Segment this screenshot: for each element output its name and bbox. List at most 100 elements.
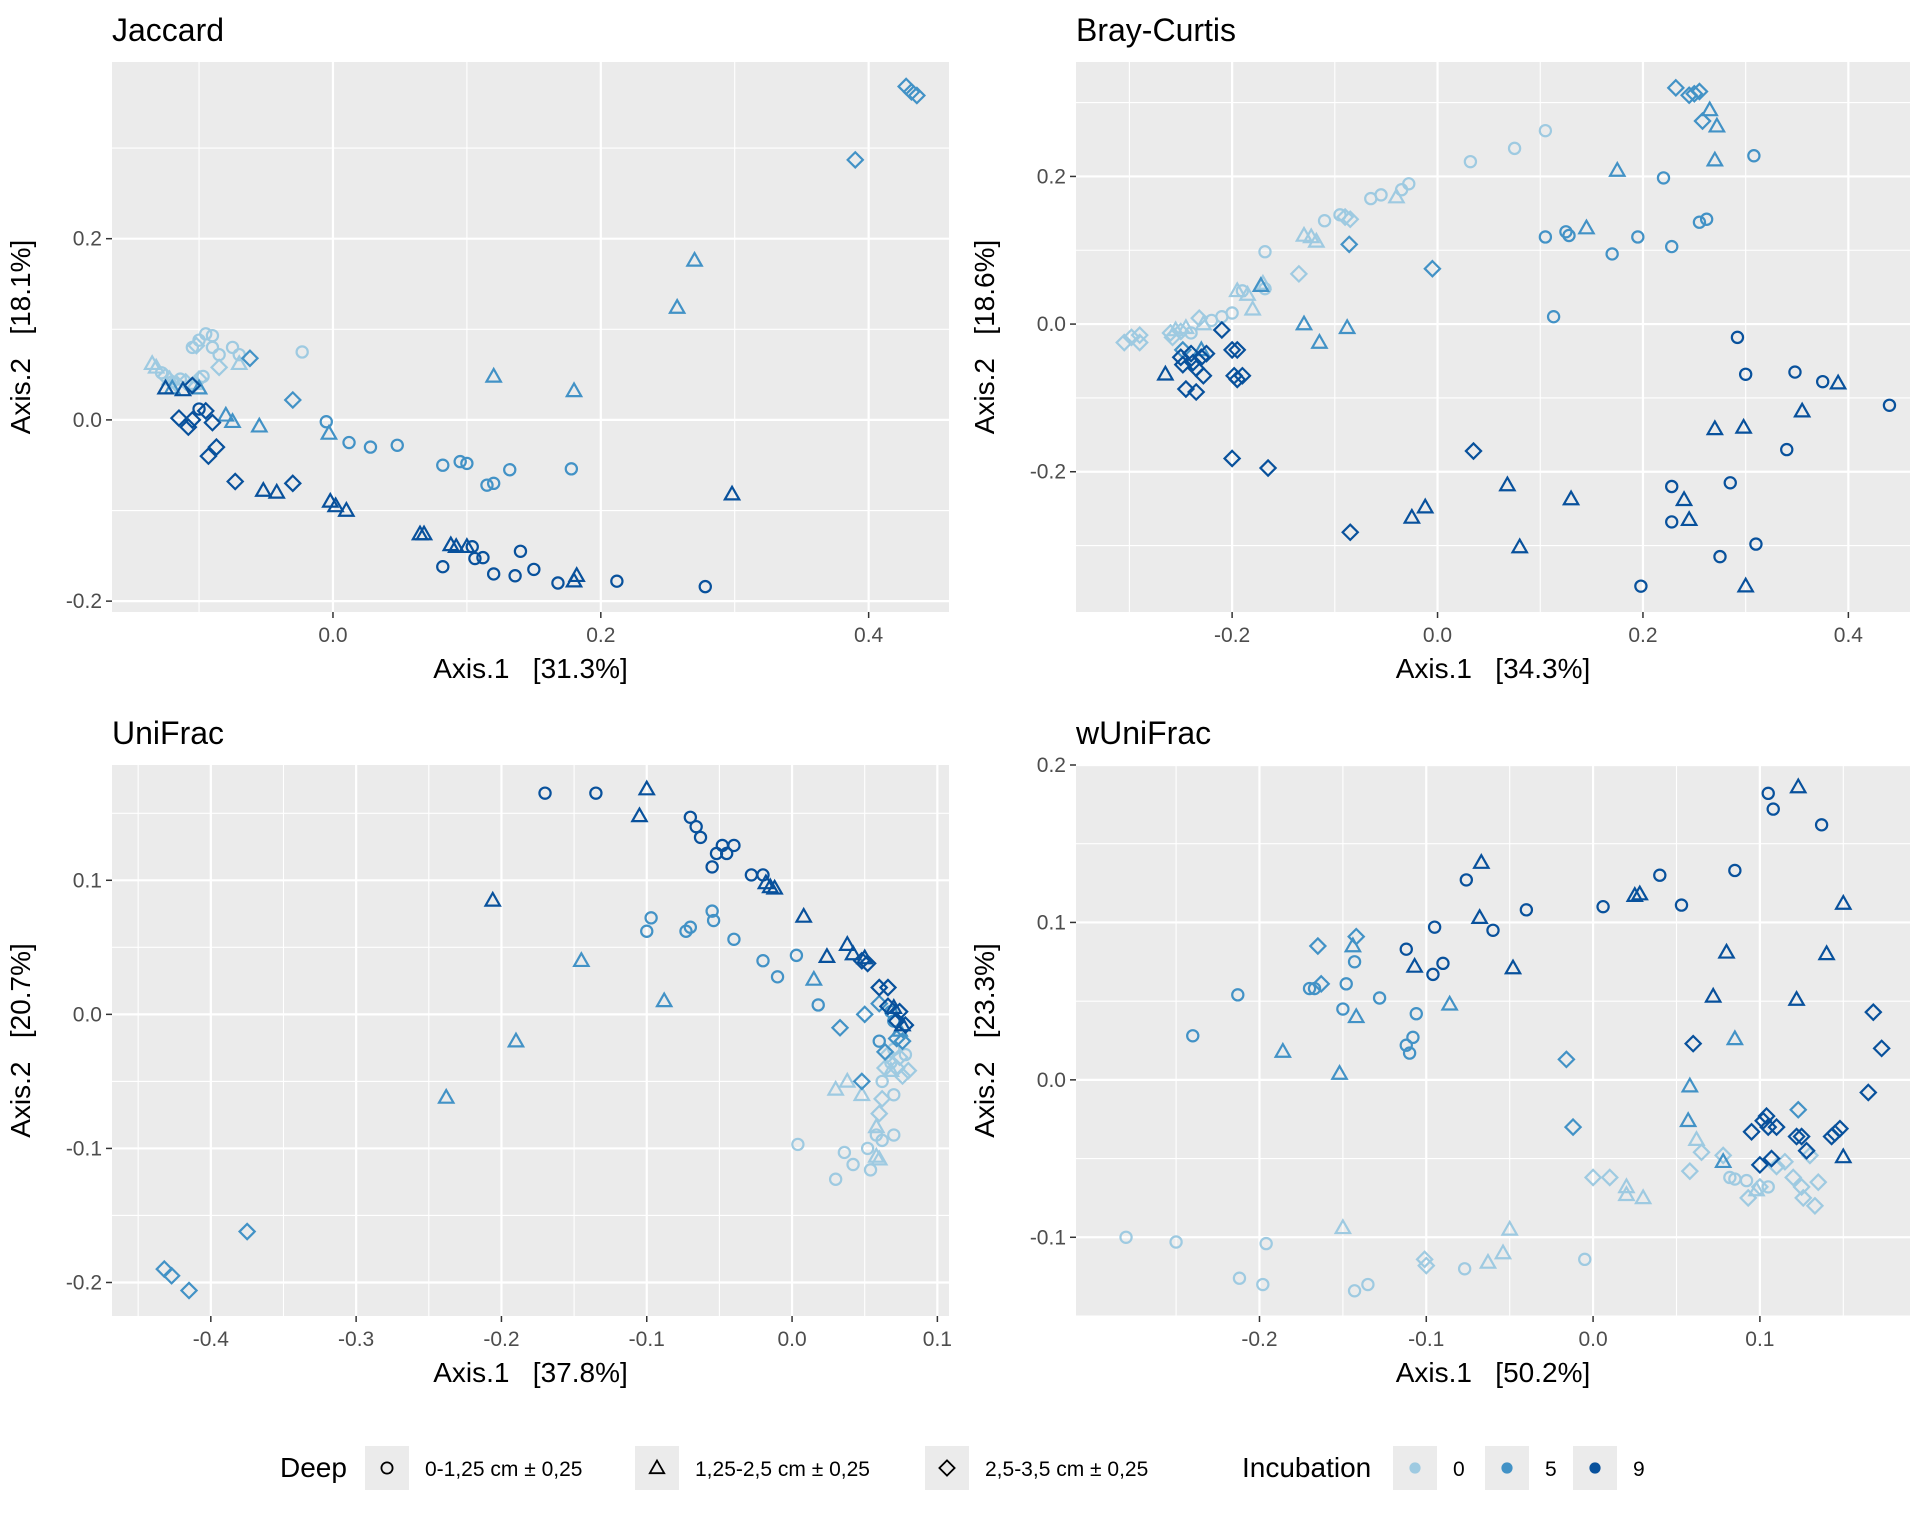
data-point-triangle [1829, 373, 1848, 390]
data-point-circle [1258, 281, 1272, 296]
plot-background [1076, 62, 1910, 612]
data-point-triangle [326, 496, 345, 513]
x-tick-label: -0.2 [1214, 624, 1250, 647]
data-point-diamond [1341, 210, 1360, 229]
data-point-circle [887, 1128, 901, 1142]
data-point-circle [1538, 123, 1553, 138]
data-point-triangle [337, 500, 356, 517]
data-point-circle [705, 860, 719, 874]
data-point-diamond [1800, 1146, 1820, 1165]
x-tick-label: -0.3 [338, 1328, 374, 1351]
y-tick-label: 0.0 [1037, 313, 1066, 336]
data-point-triangle [1700, 100, 1719, 117]
data-point-triangle [1294, 314, 1314, 331]
data-point-circle [1713, 549, 1727, 564]
data-point-triangle [1680, 510, 1699, 527]
data-point-diamond [1335, 207, 1355, 227]
data-point-diamond [1181, 344, 1201, 363]
data-point-circle [1186, 1029, 1200, 1043]
data-point-triangle [1834, 893, 1853, 910]
data-point-diamond [1757, 1106, 1776, 1126]
data-point-circle [154, 366, 169, 380]
data-point-diamond [1340, 235, 1359, 254]
data-point-circle [872, 1034, 886, 1048]
data-point-circle [1631, 230, 1645, 244]
data-point-circle [1596, 899, 1610, 914]
data-point-diamond [907, 86, 927, 105]
data-point-triangle [1817, 944, 1836, 961]
data-point-triangle [1498, 475, 1517, 492]
legend-key-bg [635, 1446, 679, 1490]
data-point-diamond [873, 1089, 892, 1108]
data-point-circle [1761, 1180, 1775, 1194]
y-tick-label: -0.1 [66, 1137, 102, 1160]
data-point-diamond [1784, 1168, 1803, 1187]
data-point-circle [1436, 956, 1450, 971]
data-point-triangle [765, 878, 784, 895]
data-point-triangle [1251, 276, 1270, 292]
y-tick-label: 0.2 [1037, 754, 1066, 777]
data-point-circle [295, 345, 309, 359]
x-tick-label: 0.4 [854, 624, 884, 647]
data-point-circle [756, 954, 770, 968]
data-point-circle [1766, 802, 1780, 816]
legend-key-bg [925, 1446, 969, 1490]
data-point-circle [811, 998, 825, 1012]
y-tick-label: 0.1 [1037, 911, 1066, 934]
x-tick-label: 0.2 [1628, 624, 1657, 647]
data-point-diamond [1872, 1039, 1891, 1058]
data-point-circle [1119, 1230, 1133, 1244]
data-point-triangle [1243, 299, 1262, 316]
data-point-circle [846, 1157, 860, 1172]
data-point-triangle [1789, 777, 1808, 794]
data-point-triangle [1787, 989, 1806, 1006]
data-point-triangle [1561, 489, 1581, 506]
data-point-diamond [852, 1072, 871, 1091]
data-point-triangle [1717, 942, 1736, 959]
data-point-diamond [1809, 1173, 1828, 1192]
y-tick-label: -0.2 [66, 1271, 102, 1294]
data-point-diamond [283, 474, 302, 493]
data-point-diamond [199, 446, 218, 466]
data-point-diamond [1830, 1119, 1850, 1138]
data-point-triangle [223, 412, 242, 429]
data-point-circle [1761, 786, 1775, 801]
data-point-triangle [230, 354, 249, 371]
data-point-triangle [870, 1149, 889, 1166]
data-point-circle [1739, 1173, 1754, 1188]
data-point-triangle [1238, 284, 1257, 301]
y-tick-label: -0.2 [66, 590, 102, 613]
legend-incubation-label: 9 [1633, 1458, 1645, 1481]
data-point-diamond [1864, 1003, 1883, 1022]
data-point-diamond [1341, 523, 1360, 542]
data-point-diamond [1680, 1162, 1699, 1181]
data-point-triangle [1330, 1063, 1349, 1080]
data-point-diamond [1759, 1117, 1778, 1137]
data-point-circle [860, 1141, 875, 1156]
data-point-triangle [1705, 150, 1724, 167]
data-point-circle [476, 550, 490, 565]
data-point-circle [1361, 1277, 1375, 1292]
data-point-circle [1406, 1030, 1420, 1045]
data-point-circle [791, 1137, 805, 1152]
data-point-diamond [1742, 1122, 1761, 1141]
data-point-diamond [858, 954, 877, 973]
x-tick-label: -0.1 [629, 1328, 665, 1351]
data-point-diamond [1176, 379, 1196, 399]
data-point-triangle [1347, 1007, 1366, 1024]
data-point-diamond [1212, 320, 1232, 340]
data-point-circle [225, 340, 240, 355]
data-point-triangle [572, 951, 591, 968]
x-tick-label: -0.2 [1241, 1328, 1277, 1351]
data-point-diamond [1222, 340, 1242, 360]
data-point-triangle [1405, 956, 1424, 973]
data-point-circle [770, 970, 785, 984]
panel-title: Bray-Curtis [1076, 12, 1236, 48]
legend-deep-label: 1,25-2,5 cm ± 0,25 [695, 1458, 870, 1481]
data-point-diamond [896, 1015, 915, 1035]
data-point-diamond [1805, 1196, 1825, 1215]
data-point-circle [1399, 942, 1413, 956]
data-point-triangle [1500, 1219, 1519, 1236]
data-point-circle [205, 328, 220, 343]
data-point-triangle [838, 1071, 857, 1088]
